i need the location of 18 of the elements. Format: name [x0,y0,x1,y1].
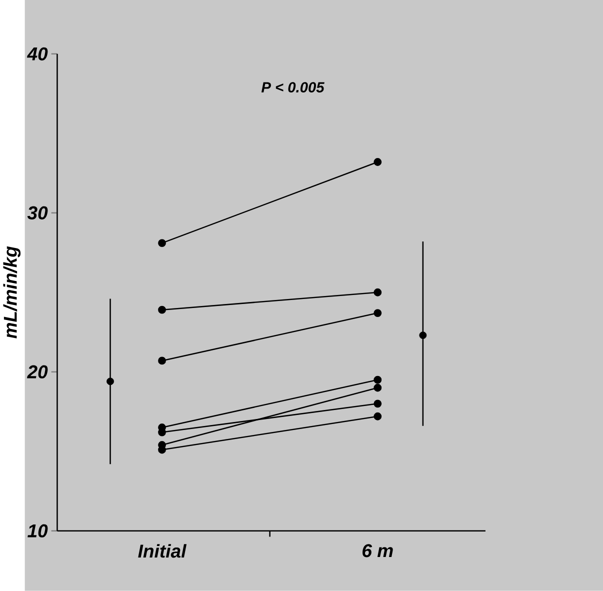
point [374,412,382,420]
point [374,400,382,408]
x-tick-label: 6 m [362,544,393,558]
annotation: P < 0.005 [261,82,324,92]
y-tick-label: 20 [26,365,48,378]
y-axis-title: mL/min/kg [3,246,21,338]
y-tick-label: 30 [27,206,48,220]
x-tick-label: Initial [138,544,187,558]
point [158,356,166,365]
y-tick-label: 40 [26,47,48,60]
point [374,384,382,392]
point [374,309,382,318]
point [374,376,382,384]
point [374,288,382,296]
point [158,239,166,248]
y-tick-label: 10 [28,524,48,538]
point [374,158,382,166]
point [158,306,166,314]
